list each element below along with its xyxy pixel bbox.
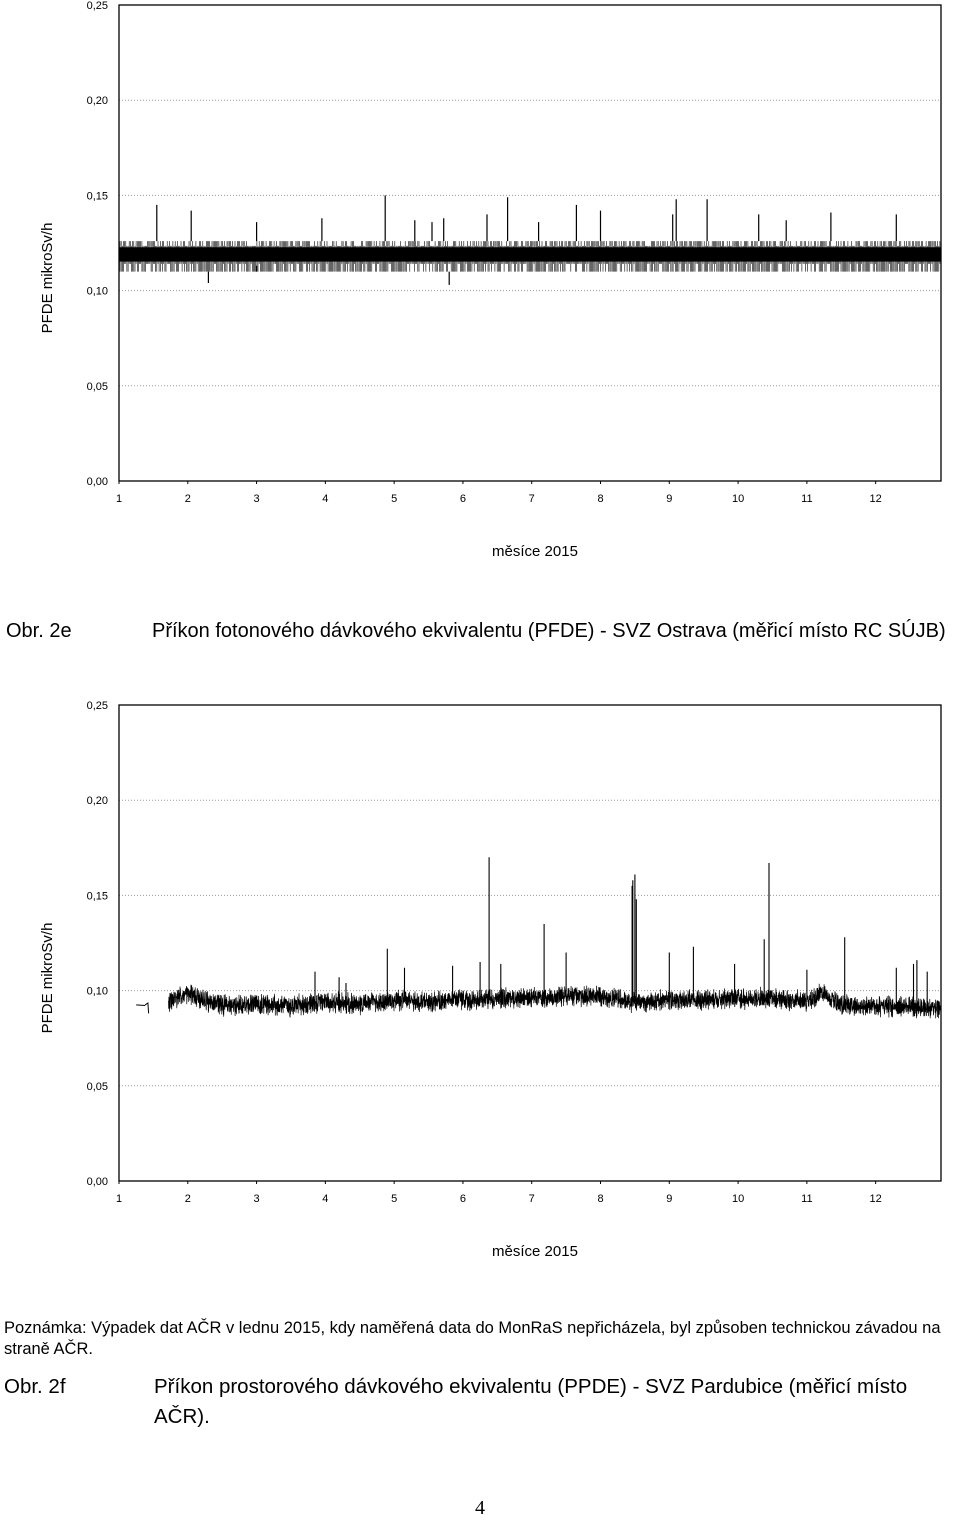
x-axis-title: měsíce 2015 [492, 543, 578, 560]
x-tick-label: 9 [666, 1193, 672, 1205]
x-tick-label: 6 [460, 1193, 466, 1205]
chart-ostrava: 0,00 0,05 0,10 0,15 0,20 0,25 1 2 3 4 5 6 7 8 9 10 11 12 P… [0, 0, 960, 580]
x-tick-label: 4 [322, 493, 328, 505]
x-tick-label: 5 [391, 493, 397, 505]
x-tick-label: 8 [597, 1193, 603, 1205]
x-tick-label: 7 [529, 493, 535, 505]
chart-ostrava-svg: 0,000,050,100,150,200,251 2 3 4 5 6 7 8 9 10 11 12P… [39, 0, 942, 560]
x-tick-label: 10 [732, 1193, 744, 1205]
x-tick-label: 12 [870, 1193, 882, 1205]
series-pardubice [136, 857, 942, 1019]
y-tick-label: 0,00 [87, 1176, 108, 1188]
x-tick-label: 1 [116, 493, 122, 505]
x-axis-title: měsíce 2015 [492, 1243, 578, 1260]
series-line [168, 983, 942, 1019]
y-tick-label: 0,25 [87, 700, 108, 712]
y-axis-title: PFDE mikroSv/h [39, 223, 56, 334]
x-tick-label: 12 [870, 493, 882, 505]
y-tick-label: 0,20 [87, 795, 108, 807]
y-tick-label: 0,00 [87, 476, 108, 488]
x-tick-label: 1 [116, 1193, 122, 1205]
x-tick-label: 5 [391, 1193, 397, 1205]
plot-frame [118, 4, 942, 482]
y-tick-label: 0,15 [87, 190, 108, 202]
figure-caption-2f: Obr. 2f Příkon prostorového dávkového ek… [0, 1372, 960, 1432]
x-tick-label: 2 [185, 493, 191, 505]
x-tick-label: 4 [322, 1193, 328, 1205]
series-spikes [314, 857, 928, 1008]
x-tick-label: 6 [460, 493, 466, 505]
x-tick-label: 8 [597, 493, 603, 505]
figure-caption-2e: Obr. 2e Příkon fotonového dávkového ekvi… [0, 618, 960, 678]
figure-label-2e: Obr. 2e [6, 620, 72, 642]
chart-pardubice-svg: 0,000,050,100,150,200,251 2 3 4 5 6 7 8 9 10 11 12P… [39, 700, 942, 1260]
series-dips [207, 265, 450, 285]
x-tick-label: 2 [185, 1193, 191, 1205]
x-tick-label: 10 [732, 493, 744, 505]
data-gap-note: Poznámka: Výpadek dat AČR v lednu 2015, … [4, 1319, 941, 1358]
y-tick-label: 0,20 [87, 95, 108, 107]
y-tick-label: 0,05 [87, 381, 108, 393]
x-tick-label: 7 [529, 1193, 535, 1205]
y-tick-label: 0,05 [87, 1081, 108, 1093]
page-number: 4 [475, 1497, 485, 1519]
series-early-segment [136, 1002, 150, 1014]
y-tick-label: 0,25 [87, 0, 108, 12]
y-tick-label: 0,15 [87, 890, 108, 902]
y-tick-label: 0,10 [87, 286, 108, 298]
y-axis-title: PFDE mikroSv/h [39, 923, 56, 1034]
figure-title-2e: Příkon fotonového dávkového ekvivalentu … [152, 620, 946, 642]
x-tick-label: 11 [801, 1193, 812, 1205]
y-tick-label: 0,10 [87, 986, 108, 998]
figure-label-2f: Obr. 2f [4, 1375, 66, 1398]
plot-frame [118, 704, 942, 1182]
series-noise [119, 241, 941, 272]
x-tick-label: 9 [666, 493, 672, 505]
figure-title-2f: Příkon prostorového dávkového ekvivalent… [154, 1375, 908, 1428]
series-ostrava [119, 195, 941, 285]
series-spikes [156, 195, 897, 242]
x-tick-label: 11 [801, 493, 812, 505]
chart-pardubice: 0,00 0,05 0,10 0,15 0,20 0,25 1 2 3 4 5 6 7 8 9 10 11 12 P… [0, 700, 960, 1280]
x-tick-label: 3 [254, 493, 260, 505]
x-tick-label: 3 [254, 1193, 260, 1205]
